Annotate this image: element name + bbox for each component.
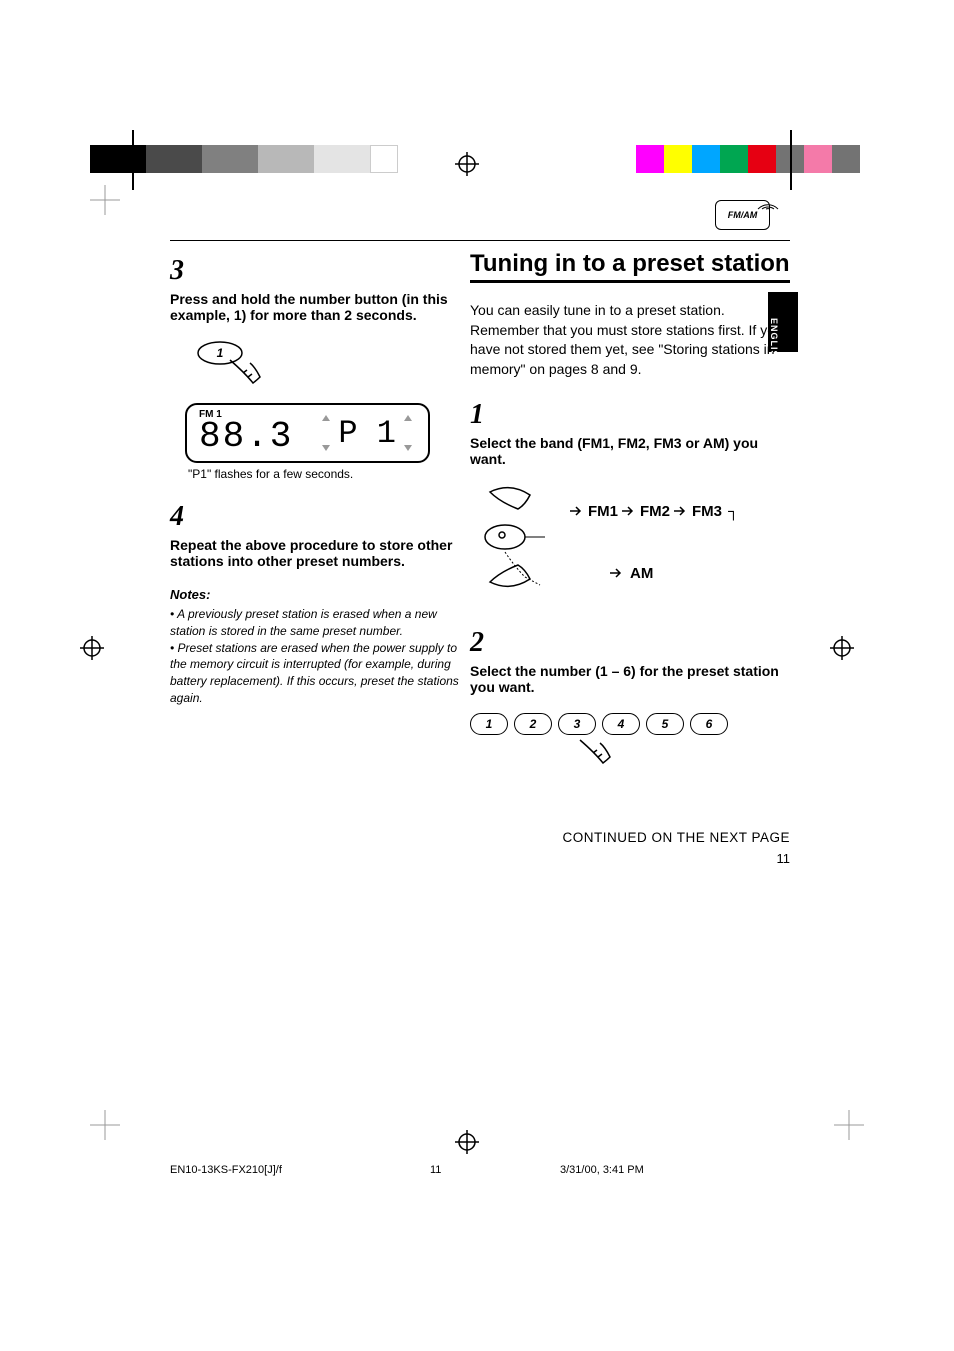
registration-mark bbox=[455, 152, 479, 176]
crop-line bbox=[132, 130, 134, 190]
notes-body: • A previously preset station is erased … bbox=[170, 606, 460, 707]
display-frequency: 88.3 bbox=[199, 416, 293, 457]
crop-mark bbox=[90, 185, 135, 230]
doc-ref-left: EN10-13KS-FX210[J]/f bbox=[170, 1164, 282, 1176]
step-number-4: 4 bbox=[170, 501, 460, 533]
divider bbox=[170, 240, 790, 241]
english-label: ENGLISH bbox=[769, 318, 779, 348]
crop-mark bbox=[90, 1095, 135, 1140]
band-fm2: FM2 bbox=[640, 503, 670, 520]
section-title: Tuning in to a preset station bbox=[470, 250, 790, 283]
page-number: 11 bbox=[470, 851, 790, 866]
step3-heading: Press and hold the number button (in thi… bbox=[170, 291, 460, 323]
step4-heading: Repeat the above procedure to store othe… bbox=[170, 537, 460, 569]
doc-ref-right: 3/31/00, 3:41 PM bbox=[560, 1164, 644, 1176]
notes-label: Notes: bbox=[170, 587, 460, 602]
preset-btn-3[interactable]: 3 bbox=[558, 713, 596, 735]
finger-press-icon: 1 bbox=[195, 335, 285, 390]
band-fm1: FM1 bbox=[588, 503, 618, 520]
step-number-1: 1 bbox=[470, 399, 790, 431]
preset-btn-1[interactable]: 1 bbox=[470, 713, 508, 735]
intro-text: You can easily tune in to a preset stati… bbox=[470, 301, 790, 379]
indicator-arrows-icon bbox=[318, 413, 334, 453]
fm-am-label: FM/AM bbox=[728, 210, 758, 220]
preset-btn-2[interactable]: 2 bbox=[514, 713, 552, 735]
preset-btn-6[interactable]: 6 bbox=[690, 713, 728, 735]
crop-line bbox=[790, 130, 792, 190]
preset-btn-5[interactable]: 5 bbox=[646, 713, 684, 735]
preset-button-row: 1 2 3 4 5 6 bbox=[470, 713, 790, 735]
step1-heading: Select the band (FM1, FM2, FM3 or AM) yo… bbox=[470, 435, 790, 467]
signal-arcs-icon bbox=[756, 193, 780, 211]
registration-mark bbox=[80, 636, 104, 660]
band-fm3: FM3 bbox=[692, 503, 722, 520]
finger-press-icon bbox=[570, 735, 630, 775]
registration-mark bbox=[455, 1130, 479, 1154]
svg-text:1: 1 bbox=[217, 346, 224, 360]
doc-ref-page: 11 bbox=[430, 1164, 441, 1176]
registration-mark bbox=[830, 636, 854, 660]
crop-mark bbox=[819, 1095, 864, 1140]
band-am: AM bbox=[630, 565, 653, 582]
display-caption: "P1" flashes for a few seconds. bbox=[188, 467, 460, 481]
radio-display: FM 1 88.3 P 1 bbox=[185, 403, 430, 463]
step-number-2: 2 bbox=[470, 627, 790, 659]
step-number-3: 3 bbox=[170, 255, 460, 287]
page-tab: ENGLISH bbox=[768, 292, 798, 352]
display-preset: P 1 bbox=[338, 415, 396, 452]
band-sequence: FM1 FM2 FM3 ┐ AM bbox=[570, 503, 739, 582]
preset-btn-4[interactable]: 4 bbox=[602, 713, 640, 735]
step2-heading: Select the number (1 – 6) for the preset… bbox=[470, 663, 790, 695]
control-knob-icon bbox=[470, 477, 560, 607]
indicator-arrows-icon bbox=[400, 413, 416, 453]
continued-text: CONTINUED ON THE NEXT PAGE bbox=[470, 830, 790, 845]
